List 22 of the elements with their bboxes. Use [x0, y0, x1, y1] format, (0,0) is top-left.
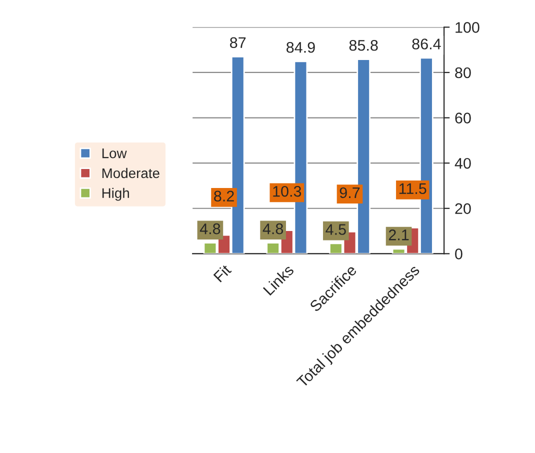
- data-label: 4.8: [262, 223, 284, 234]
- y-tick-label: 80: [455, 67, 471, 78]
- data-label: 84.9: [286, 42, 315, 53]
- data-label: 4.5: [326, 224, 346, 235]
- data-label: 9.7: [340, 187, 360, 198]
- data-label: 2.1: [388, 230, 409, 240]
- legend-label: High: [102, 188, 129, 201]
- x-tick-label: Fit: [212, 263, 232, 282]
- data-label: 8.2: [214, 190, 234, 202]
- data-label: 86.4: [412, 38, 441, 50]
- legend-label: Moderate: [102, 168, 160, 178]
- data-label: 87: [230, 37, 246, 48]
- y-tick-label: 20: [455, 203, 471, 214]
- y-tick-label: 0: [455, 248, 462, 260]
- data-label: 11.5: [399, 183, 426, 194]
- y-tick-label: 40: [454, 158, 471, 169]
- y-tick-label: 100: [456, 22, 480, 33]
- data-label: 85.8: [349, 40, 378, 51]
- legend-label: Low: [102, 148, 127, 158]
- y-tick-label: 60: [455, 112, 471, 124]
- data-label: 4.8: [200, 223, 220, 234]
- data-label: 10.3: [273, 186, 302, 197]
